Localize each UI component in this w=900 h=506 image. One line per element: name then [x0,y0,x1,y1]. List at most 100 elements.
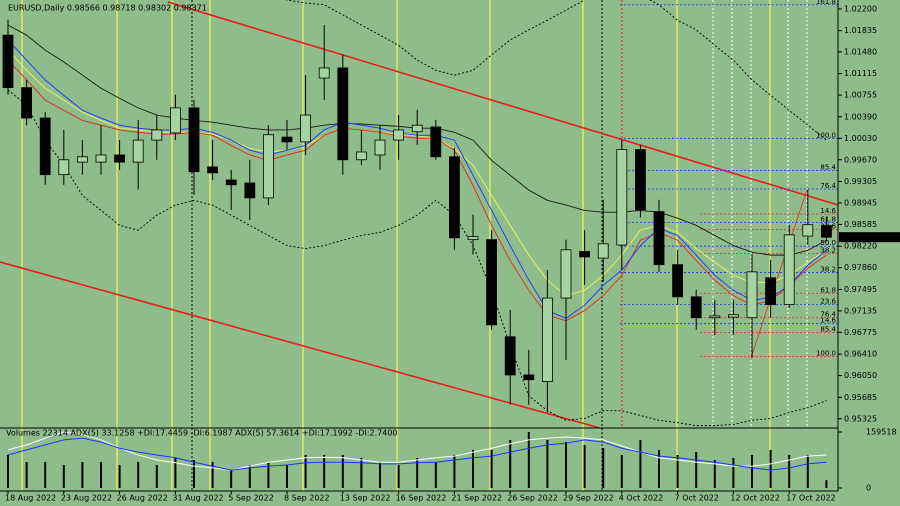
candle-body [765,277,776,306]
candle-body [300,114,312,143]
candle-body [802,224,814,237]
candle-body [430,126,442,158]
candle-body [114,154,125,163]
candle-body [690,296,702,319]
fib-label: 61.8 [820,286,836,294]
y-tick-label: 0 [866,484,871,493]
candle-body [337,67,349,161]
fib-label: 14.6 [820,317,836,325]
candle-body [486,239,498,326]
indicator-header: Volumes 22314 ADX(5) 33.1258 +DI:17.4459… [6,429,398,438]
candle-body [262,134,274,199]
x-tick-label: 21 Sep 2022 [451,494,502,503]
y-tick-label: 0.96050 [844,371,877,380]
fib-label: 76.4 [820,311,836,319]
y-tick-label: 1.00755 [844,91,877,100]
y-tick-label: 0.97495 [844,285,877,294]
dotted-verticals [191,0,808,491]
candle-body [542,297,553,382]
candle-body [95,154,107,163]
candle-body [560,249,572,299]
overlay-line [7,59,827,322]
candle-body [77,156,88,163]
y-tick-label: 1.00390 [844,112,877,121]
x-tick-label: 13 Sep 2022 [340,494,391,503]
x-tick-label: 26 Aug 2022 [117,494,168,503]
x-tick-label: 31 Aug 2022 [172,494,223,503]
candle-body [318,67,330,79]
y-tick-label: 0.95685 [844,393,877,402]
y-tick-label: 1.02200 [844,4,877,13]
overlay-line [7,49,827,297]
candle-body [467,236,479,241]
y-tick-label: 0.97860 [844,263,877,272]
y-tick-label: 0.96410 [844,350,877,359]
candle-body [709,315,721,319]
y-tick-label: 1.01115 [844,69,877,78]
candle-body [653,211,665,266]
candle-body [2,34,14,89]
y-tick-label: 0.98945 [844,198,877,207]
fib-label: 100.0 [816,349,836,357]
fib-label: 85.4 [820,326,836,334]
candle-body [821,225,832,238]
fib-label: 61.8 [820,215,836,223]
fib-label: 14.6 [820,207,836,215]
y-tick-label: 0.95325 [844,414,877,423]
chart-title: EURUSD,Daily 0.98566 0.98718 0.98302 0.9… [8,4,207,13]
fib-label: 76.4 [820,182,836,190]
y-tick-label: 0.98585 [844,220,877,229]
candle-body [374,139,386,156]
zigzag-line [750,189,808,359]
fib-label: 23.6 [820,298,836,306]
candle-body [616,149,628,246]
overlay-line [285,0,827,141]
candle-body [58,159,70,176]
candle-body [39,117,51,176]
candle-body [169,107,181,134]
last-price-label: 0.98371 [844,233,877,242]
y-tick-label: 1.01835 [844,26,877,35]
fib-label: 85.4 [820,163,836,171]
candle-body [355,151,367,161]
indicator-plot [7,431,828,488]
price-plot [0,0,838,428]
adx-line [7,437,827,471]
frame [0,0,839,492]
y-tick-label: 1.00030 [844,134,877,143]
fib-label: 38.2 [820,265,836,273]
fib-label: 100.0 [816,131,836,139]
x-tick-label: 4 Oct 2022 [619,494,663,503]
y-tick-label: 0.97135 [844,306,877,315]
x-tick-label: 29 Sep 2022 [563,494,614,503]
session-lines [21,0,771,491]
candle-body [783,234,795,306]
channel-line [0,261,601,428]
x-tick-label: 23 Aug 2022 [61,494,112,503]
candle-body [579,251,590,258]
x-tick-label: 7 Oct 2022 [675,494,719,503]
candle-body [207,166,219,174]
candle-body [244,182,256,199]
candle-body [597,243,609,259]
x-tick-label: 26 Sep 2022 [507,494,558,503]
fib-label: 38.2 [820,246,836,254]
x-tick-label: 5 Sep 2022 [228,494,274,503]
candle-body [448,156,460,239]
last-price-box [839,232,900,243]
candle-body [504,336,516,376]
adx-line [7,431,827,471]
candle-body [523,374,535,381]
x-tick-label: 12 Oct 2022 [730,494,779,503]
x-tick-label: 16 Sep 2022 [396,494,447,503]
x-tick-label: 18 Aug 2022 [5,494,56,503]
channel-line [167,1,838,206]
overlay-line [7,89,827,427]
candle-body [151,129,163,141]
candle-body [672,264,683,298]
overlay-line [7,39,827,319]
y-tick-label: 0.99305 [844,177,877,186]
fib-label: 50.0 [820,239,836,247]
